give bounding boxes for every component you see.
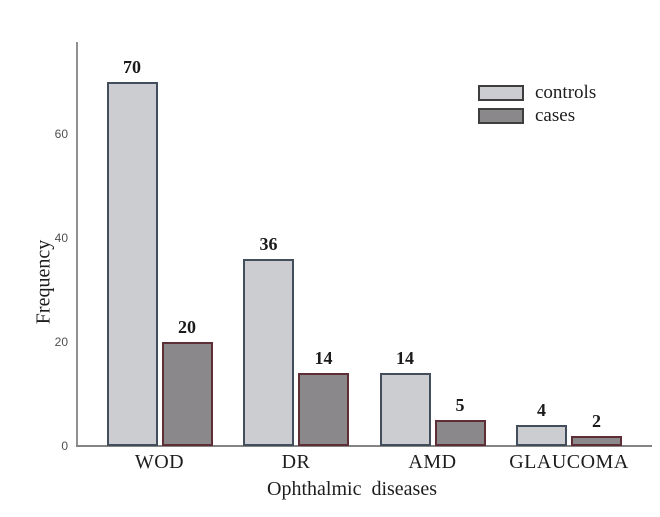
y-axis-title: Frequency (32, 239, 55, 325)
bar-controls-wod (106, 82, 158, 446)
legend: controls cases (478, 81, 596, 127)
bar-controls-dr (243, 259, 294, 446)
bar-value-label: 4 (537, 400, 546, 420)
legend-swatch-controls (478, 84, 524, 101)
bar-value-label: 2 (592, 411, 601, 431)
x-category-label-dr: DR (281, 451, 311, 473)
bar-value-label: 5 (455, 395, 465, 415)
bar-cases-glaucoma (571, 436, 622, 446)
legend-item-controls: controls (478, 81, 596, 104)
legend-item-cases: cases (478, 104, 596, 127)
legend-label-cases: cases (535, 104, 576, 126)
x-category-label-wod: WOD (134, 451, 185, 473)
x-category-label-amd: AMD (408, 451, 457, 473)
bar-value-label: 20 (178, 317, 196, 337)
y-axis-line (76, 42, 78, 446)
bar-value-label: 36 (259, 234, 278, 254)
bar-controls-amd (379, 373, 431, 446)
bar-cases-amd (434, 420, 486, 446)
bar-cases-dr (298, 373, 349, 446)
bar-value-label: 14 (396, 348, 414, 368)
bar-value-label: 70 (123, 57, 141, 77)
y-tick-label: 0 (61, 439, 68, 453)
x-axis-line (76, 445, 652, 447)
y-tick-label: 60 (54, 127, 68, 141)
y-tick-label: 20 (54, 335, 68, 349)
x-category-label-glaucoma: GLAUCOMA (509, 451, 629, 473)
bar-controls-glaucoma (516, 425, 567, 446)
legend-swatch-cases (478, 107, 524, 124)
bar-cases-wod (161, 342, 213, 446)
x-axis-title: Ophthalmic diseases (267, 478, 437, 500)
legend-label-controls: controls (535, 81, 597, 103)
y-tick-label: 40 (54, 231, 68, 245)
bar-value-label: 14 (314, 348, 333, 368)
